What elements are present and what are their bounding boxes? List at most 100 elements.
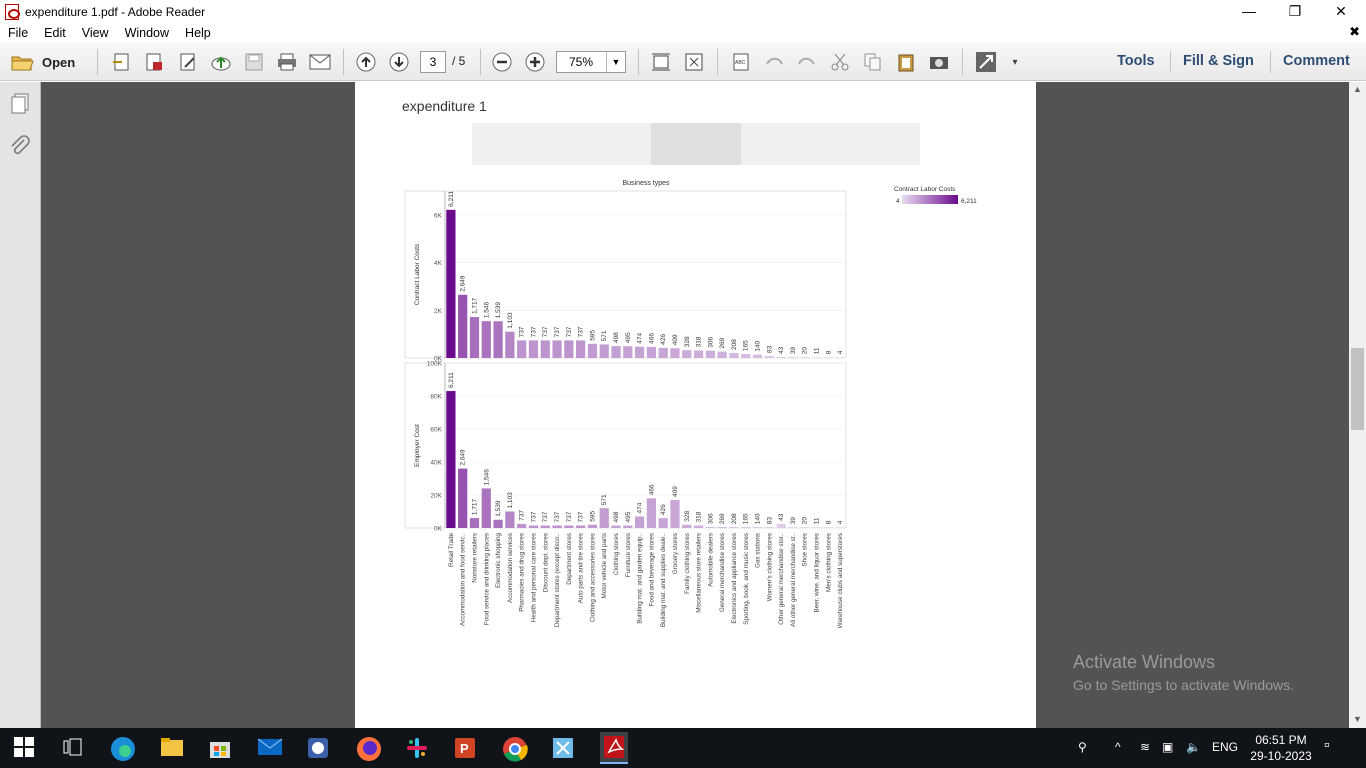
wifi-icon[interactable]: ≋ <box>1140 740 1151 754</box>
data-label-1-19: 409 <box>672 486 679 497</box>
create-pdf-icon[interactable] <box>110 51 132 73</box>
copy-icon[interactable] <box>862 51 884 73</box>
photo-app-icon[interactable] <box>306 736 330 760</box>
toolbar-options-icon[interactable]: ▾ <box>1012 56 1018 68</box>
bar-0-9 <box>552 340 562 358</box>
system-clock[interactable]: 06:51 PM 29-10-2023 <box>1248 732 1314 764</box>
zoom-in-icon[interactable] <box>524 51 546 73</box>
adobe-reader-taskbar-icon[interactable] <box>600 732 628 764</box>
category-label-19: Grocery stores <box>672 533 679 574</box>
scroll-down-icon[interactable]: ▼ <box>1353 714 1362 724</box>
bar-0-20 <box>682 350 692 358</box>
volume-muted-icon[interactable]: 🔈 <box>1186 740 1201 754</box>
category-label-18: Building mat. and supplies deale.. <box>660 533 667 627</box>
bar-1-28 <box>776 523 786 528</box>
bar-1-11 <box>576 525 586 528</box>
menu-file[interactable]: File <box>8 26 29 40</box>
full-screen-icon[interactable] <box>975 51 997 73</box>
menu-window[interactable]: Window <box>124 26 170 40</box>
firefox-icon[interactable] <box>356 736 381 761</box>
y-tick-1-3: 60K <box>430 427 442 434</box>
paste-icon[interactable] <box>895 51 917 73</box>
menu-edit[interactable]: Edit <box>44 26 66 40</box>
chevron-down-icon[interactable]: ▼ <box>606 52 625 72</box>
data-label-1-6: 737 <box>519 510 526 521</box>
comment-button[interactable]: Comment <box>1283 53 1350 69</box>
attachments-icon[interactable] <box>9 134 31 163</box>
data-label-1-2: 1,717 <box>471 498 478 515</box>
page-number-input[interactable]: 3 <box>420 51 446 73</box>
email-icon[interactable] <box>308 51 332 73</box>
bar-0-15 <box>623 346 633 358</box>
print-icon[interactable] <box>275 51 299 73</box>
export-pdf-icon[interactable] <box>143 51 165 73</box>
windows-start-icon[interactable] <box>13 736 37 760</box>
bar-1-14 <box>611 525 621 528</box>
open-button[interactable]: Open <box>10 51 80 73</box>
data-label-1-0: 6,211 <box>448 372 455 388</box>
microsoft-store-icon[interactable] <box>208 736 232 760</box>
data-label-0-21: 318 <box>696 336 703 347</box>
snapshot-icon[interactable] <box>928 51 950 73</box>
snipping-tool-icon[interactable] <box>551 736 575 760</box>
task-view-icon[interactable] <box>61 736 85 760</box>
bar-1-8 <box>540 525 550 528</box>
y-tick-1-1: 20K <box>430 493 442 500</box>
fit-page-icon[interactable] <box>683 51 705 73</box>
spell-check-icon[interactable]: ABC <box>730 51 752 73</box>
close-document-icon[interactable]: ✖ <box>1349 24 1360 39</box>
bar-1-7 <box>528 525 539 528</box>
adobe-reader-icon <box>5 3 20 20</box>
bar-0-19 <box>670 348 680 358</box>
cut-icon[interactable] <box>829 51 851 73</box>
mail-icon[interactable] <box>257 736 283 760</box>
category-label-8: Discount dept. stores <box>542 533 549 592</box>
data-label-1-17: 466 <box>648 484 655 495</box>
page-thumbnails-icon[interactable] <box>9 92 31 119</box>
language-indicator[interactable]: ENG <box>1212 740 1239 754</box>
edit-pdf-icon[interactable] <box>177 51 199 73</box>
upload-cloud-icon[interactable] <box>209 51 233 73</box>
file-explorer-icon[interactable] <box>160 736 184 760</box>
show-hidden-icons-icon[interactable]: ^ <box>1115 740 1121 754</box>
maximize-button[interactable]: ❐ <box>1288 3 1302 19</box>
category-label-10: Department stores <box>566 533 573 585</box>
fit-width-icon[interactable] <box>650 51 672 73</box>
powerpoint-icon[interactable]: P <box>453 736 477 760</box>
tools-button[interactable]: Tools <box>1117 53 1155 69</box>
zoom-out-icon[interactable] <box>491 51 513 73</box>
bar-0-22 <box>705 350 715 358</box>
minimize-button[interactable]: — <box>1242 3 1256 19</box>
edge-browser-icon[interactable] <box>110 736 135 761</box>
scroll-thumb[interactable] <box>1351 348 1364 430</box>
notifications-icon[interactable]: ▫ <box>1324 737 1330 754</box>
redo-icon[interactable] <box>796 51 818 73</box>
scroll-up-icon[interactable]: ▲ <box>1353 84 1362 94</box>
save-icon[interactable] <box>243 51 265 73</box>
menu-help[interactable]: Help <box>185 26 211 40</box>
slack-icon[interactable] <box>405 736 429 760</box>
people-icon[interactable]: ⚲ <box>1078 740 1087 754</box>
close-button[interactable]: ✕ <box>1335 3 1347 19</box>
vertical-scrollbar[interactable]: ▲ ▼ <box>1349 82 1366 728</box>
bar-1-23 <box>717 527 727 528</box>
fill-sign-button[interactable]: Fill & Sign <box>1183 53 1254 69</box>
data-label-1-3: 1,546 <box>483 469 490 486</box>
data-label-1-20: 328 <box>684 510 691 521</box>
data-label-1-18: 426 <box>660 504 667 515</box>
bar-0-25 <box>741 354 751 358</box>
data-label-0-32: 8 <box>825 350 832 354</box>
data-label-1-32: 8 <box>825 520 832 524</box>
category-label-11: Auto parts and tire stores <box>578 533 585 603</box>
zoom-select[interactable]: 75% ▼ <box>556 51 626 73</box>
undo-icon[interactable] <box>763 51 785 73</box>
menu-view[interactable]: View <box>81 26 109 40</box>
next-page-icon[interactable] <box>388 51 410 73</box>
battery-icon[interactable]: ▣ <box>1162 740 1174 754</box>
data-label-1-24: 208 <box>731 513 738 524</box>
chrome-icon[interactable] <box>502 736 528 762</box>
previous-page-icon[interactable] <box>355 51 377 73</box>
bar-1-22 <box>705 527 715 528</box>
bar-1-32 <box>823 527 833 528</box>
taskbar: P ⚲ ^ ≋ ▣ 🔈 ENG 06:51 PM 29-10-2023 ▫ <box>0 728 1366 768</box>
